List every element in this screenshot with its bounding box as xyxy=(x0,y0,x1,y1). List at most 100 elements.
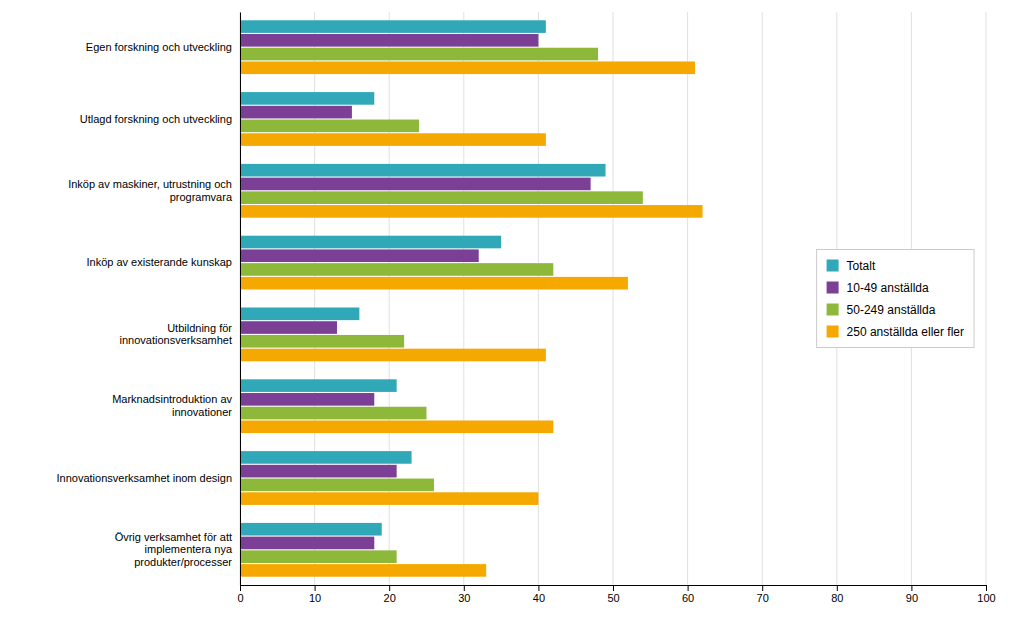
x-tick-mark xyxy=(688,585,689,591)
y-tick-label-line: implementera nya xyxy=(145,543,233,555)
x-tick-mark xyxy=(837,585,838,591)
y-tick-label: Utlagd forskning och utveckling xyxy=(80,113,232,125)
x-tick-label: 50 xyxy=(607,592,619,604)
legend: Totalt 10-49 anställda 50-249 anställda 250… xyxy=(817,250,974,348)
chart: 0 10 20 30 40 50 60 70 80 90 100 Egen forskning och… xyxy=(0,0,1010,617)
y-tick-label: Inköp av existerande kunskap xyxy=(86,256,232,268)
y-tick-label-line: Utbildning för xyxy=(167,322,232,334)
x-tick-mark xyxy=(538,585,539,591)
bar-series xyxy=(240,34,591,549)
y-tick: Utbildning förinnovationsverksamhet xyxy=(119,322,232,347)
bar xyxy=(240,349,546,362)
grid-line xyxy=(613,12,614,585)
bar xyxy=(240,249,479,262)
y-tick-label-line: Innovationsverksamhet inom design xyxy=(57,472,232,484)
legend-item: 250 anställda eller fler xyxy=(827,325,964,339)
x-axis: 0 10 20 30 40 50 60 70 80 90 100 xyxy=(237,585,995,604)
y-tick-label-line: innovationer xyxy=(172,406,232,418)
bar xyxy=(240,550,397,563)
y-tick-label: Marknadsintroduktion avinnovationer xyxy=(112,393,232,418)
y-tick: Övrig verksamhet för attimplementera nya… xyxy=(115,531,233,568)
bar xyxy=(240,120,419,133)
bar xyxy=(240,133,546,146)
y-tick-label-line: Övrig verksamhet för att xyxy=(115,531,232,543)
x-tick-mark xyxy=(911,585,912,591)
bar xyxy=(240,321,337,334)
bar xyxy=(240,492,538,505)
y-tick-label: Innovationsverksamhet inom design xyxy=(57,472,232,484)
x-tick: 40 xyxy=(533,585,545,604)
x-tick-label: 100 xyxy=(977,592,995,604)
x-tick: 60 xyxy=(682,585,694,604)
bar-series xyxy=(240,48,643,563)
bar xyxy=(240,407,427,420)
bars xyxy=(240,20,703,576)
x-tick: 20 xyxy=(384,585,396,604)
bar xyxy=(240,48,598,61)
legend-swatch xyxy=(827,260,839,272)
legend-swatch xyxy=(827,326,839,338)
bar xyxy=(240,106,352,119)
grid-line xyxy=(687,12,688,585)
x-tick-label: 90 xyxy=(906,592,918,604)
legend-item: 50-249 anställda xyxy=(827,303,936,317)
x-tick-label: 20 xyxy=(384,592,396,604)
x-tick-mark xyxy=(389,585,390,591)
bar xyxy=(240,479,434,492)
bar xyxy=(240,451,412,464)
x-tick: 50 xyxy=(607,585,619,604)
bar xyxy=(240,379,397,392)
legend-label: Totalt xyxy=(847,259,876,273)
x-tick-mark xyxy=(986,585,987,591)
bar xyxy=(240,537,374,550)
bar xyxy=(240,178,591,191)
x-tick-label: 10 xyxy=(309,592,321,604)
y-tick-label-line: produkter/processer xyxy=(134,556,232,568)
bar xyxy=(240,420,553,433)
y-tick-label-line: Marknadsintroduktion av xyxy=(112,393,232,405)
x-tick-label: 0 xyxy=(237,592,243,604)
x-tick: 80 xyxy=(831,585,843,604)
x-tick: 100 xyxy=(977,585,995,604)
x-tick-label: 80 xyxy=(831,592,843,604)
grid-line xyxy=(762,12,763,585)
y-tick: Marknadsintroduktion avinnovationer xyxy=(112,393,232,418)
y-tick-label-line: innovationsverksamhet xyxy=(119,334,232,346)
y-tick-label-line: Egen forskning och utveckling xyxy=(86,41,232,53)
y-tick: Inköp av existerande kunskap xyxy=(86,256,232,268)
bar xyxy=(240,61,695,74)
grid-line xyxy=(240,12,241,585)
y-tick-label-line: Inköp av maskiner, utrustning och xyxy=(68,178,232,190)
y-tick-label-line: Inköp av existerande kunskap xyxy=(86,256,232,268)
x-tick: 30 xyxy=(458,585,470,604)
bar xyxy=(240,263,553,276)
legend-swatch xyxy=(827,282,839,294)
y-tick-label: Egen forskning och utveckling xyxy=(86,41,232,53)
y-axis-line xyxy=(240,13,241,586)
bar xyxy=(240,564,486,577)
bar xyxy=(240,523,382,536)
y-tick-label: Övrig verksamhet för attimplementera nya… xyxy=(115,531,233,568)
x-tick: 0 xyxy=(237,585,243,604)
grid xyxy=(240,12,986,585)
y-tick: Utlagd forskning och utveckling xyxy=(80,113,232,125)
x-tick: 90 xyxy=(906,585,918,604)
plot: 0 10 20 30 40 50 60 70 80 90 100 Egen forskning och… xyxy=(57,12,996,604)
x-tick-mark xyxy=(315,585,316,591)
legend-label: 10-49 anställda xyxy=(847,281,929,295)
bar xyxy=(240,307,359,320)
x-tick: 70 xyxy=(757,585,769,604)
y-axis: Egen forskning och utveckling Utlagd fors… xyxy=(57,13,241,586)
bar xyxy=(240,205,703,218)
x-axis-line xyxy=(241,586,987,592)
grid-line xyxy=(986,12,987,585)
y-tick-label: Utbildning förinnovationsverksamhet xyxy=(119,322,232,347)
bar xyxy=(240,393,374,406)
bar-series xyxy=(240,61,703,576)
x-tick-label: 60 xyxy=(682,592,694,604)
bar xyxy=(240,465,397,478)
bar xyxy=(240,20,546,33)
y-tick: Egen forskning och utveckling xyxy=(86,41,232,53)
legend-label: 250 anställda eller fler xyxy=(847,325,964,339)
y-tick: Inköp av maskiner, utrustning ochprogram… xyxy=(68,178,233,203)
